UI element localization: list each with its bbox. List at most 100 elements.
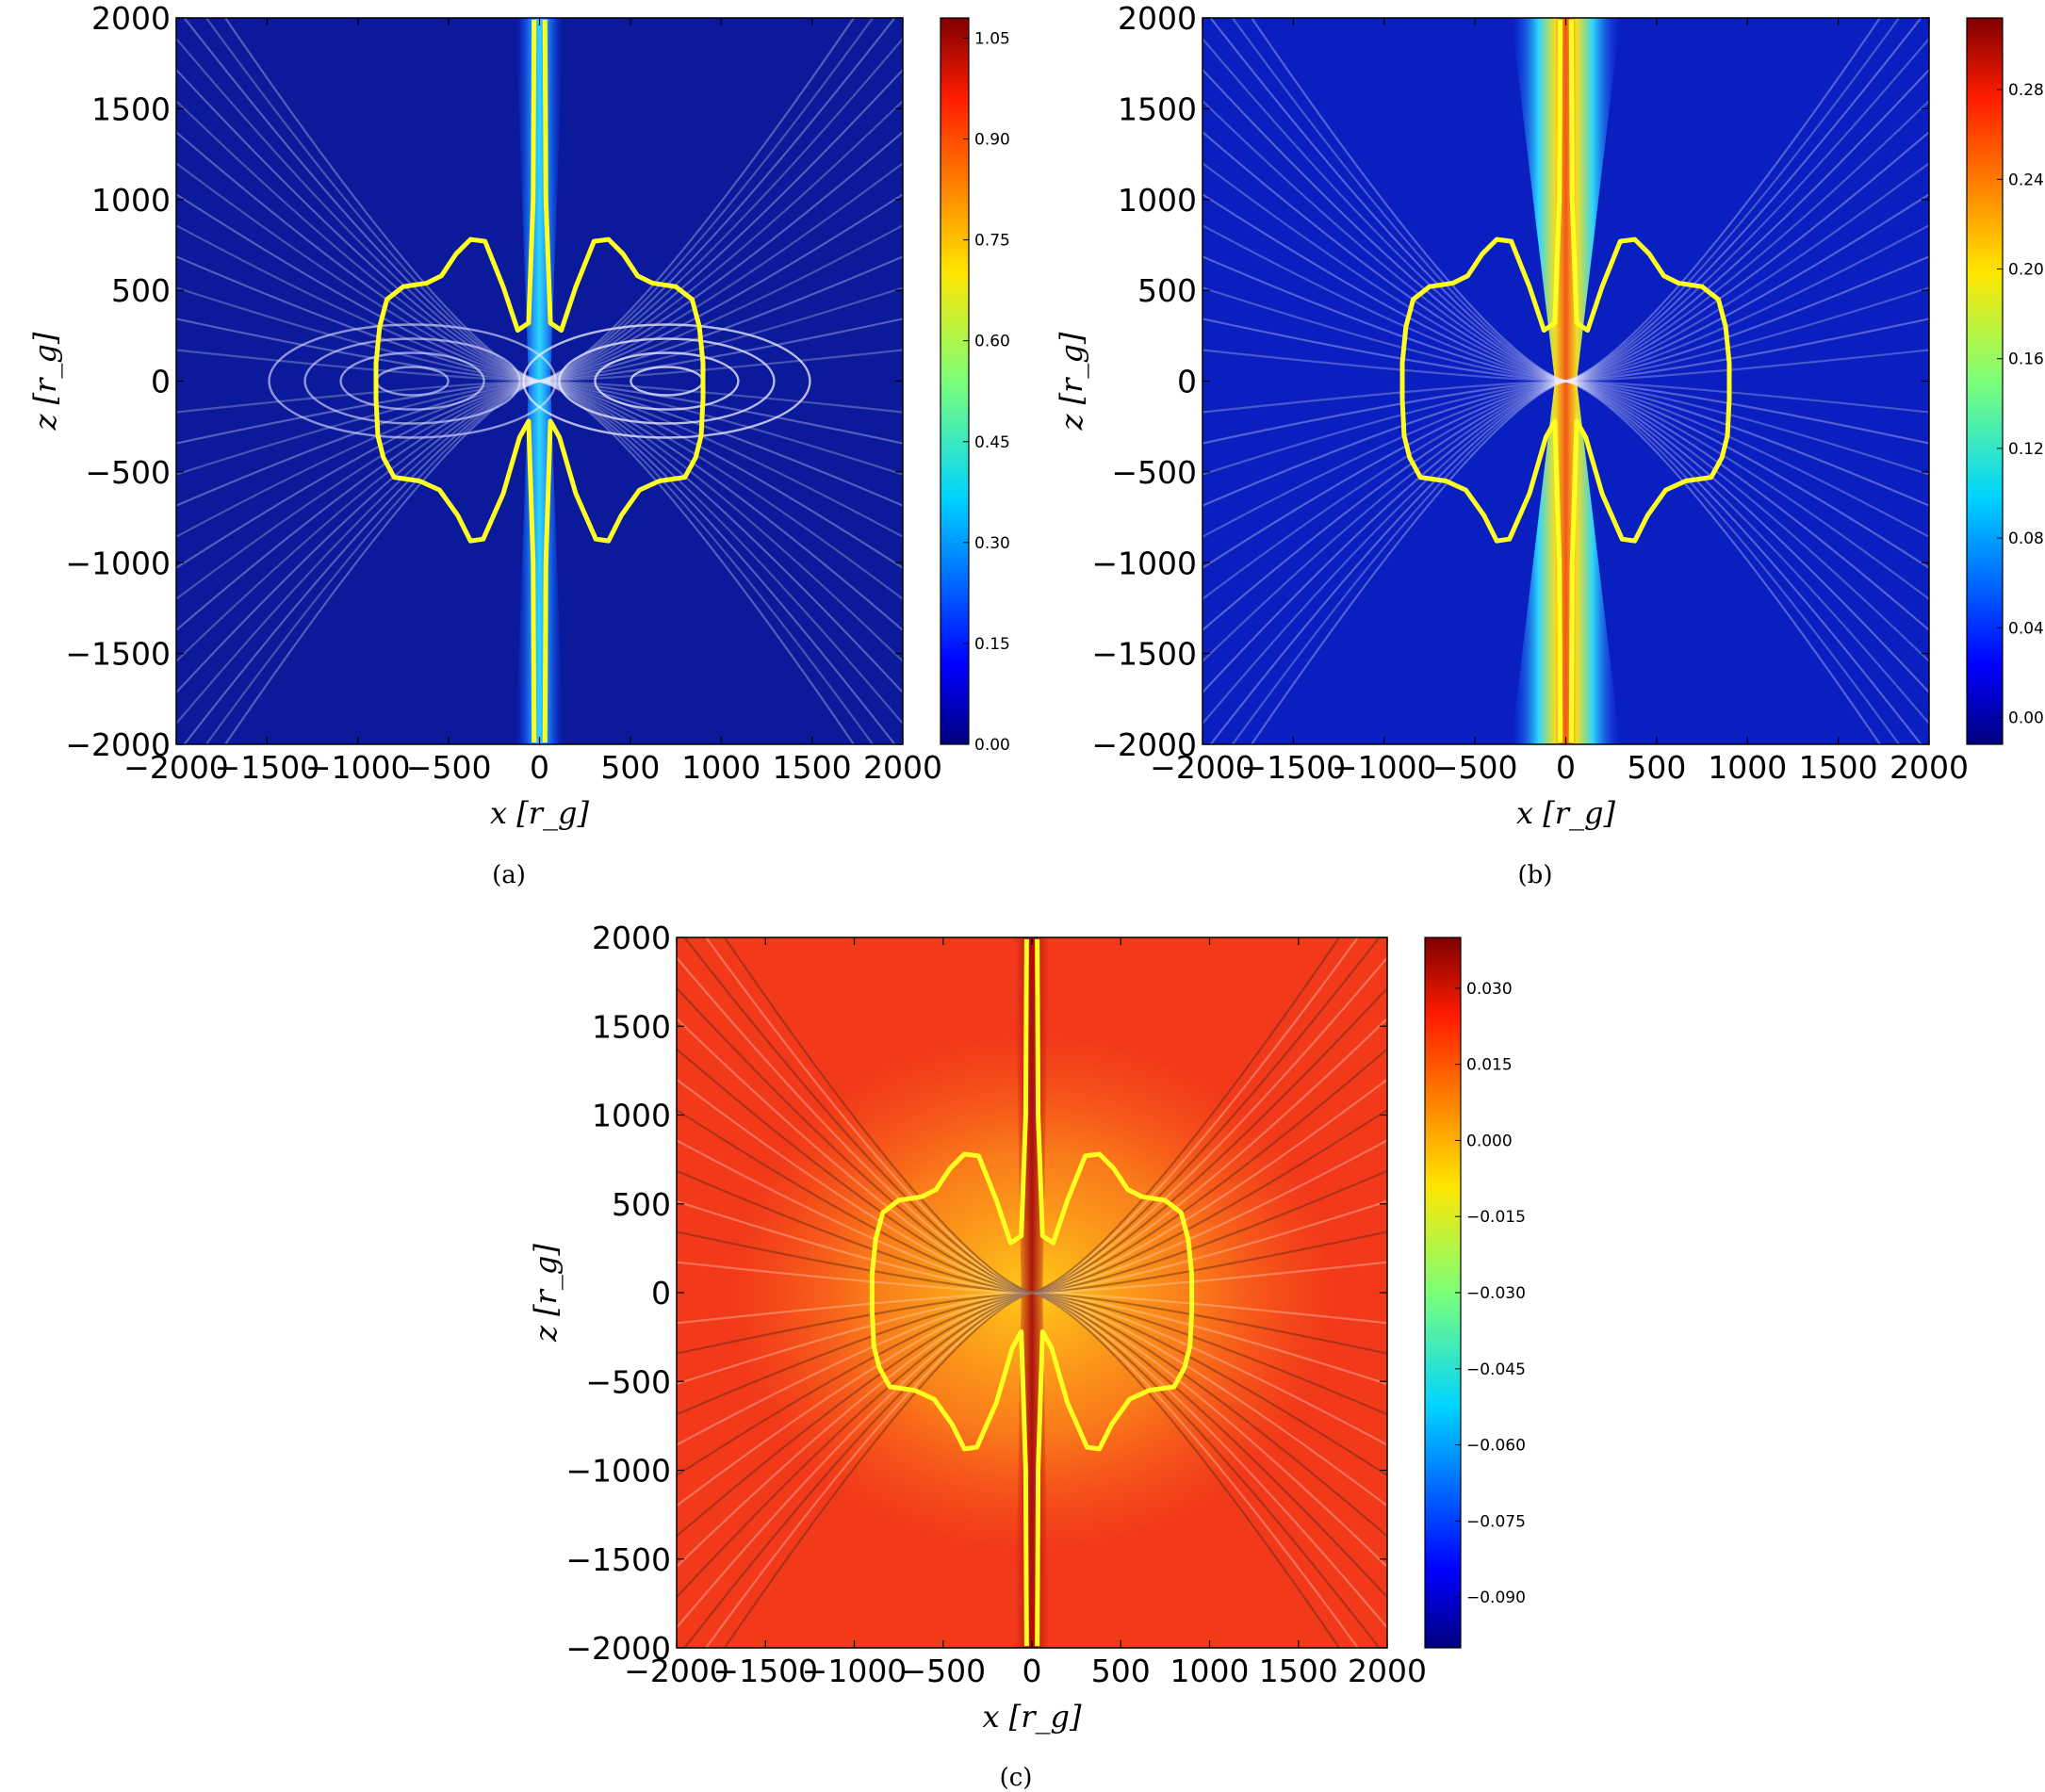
y-tick-label: 0: [151, 364, 171, 400]
x-tick-label: −500: [900, 1653, 986, 1689]
contour-left: [869, 938, 1029, 1647]
y-tick-label: −1500: [65, 636, 171, 673]
colorbar-tick-label: 0.45: [974, 433, 1010, 452]
streamline: [1565, 131, 1929, 383]
streamline: [1031, 1139, 1387, 1295]
streamline: [677, 1291, 1033, 1385]
y-tick-label: −1000: [65, 545, 171, 581]
streamline: [1565, 286, 1929, 383]
magnetic-loop: [268, 323, 557, 439]
colorbar: [1966, 17, 2004, 745]
colorbar-tick-label: −0.060: [1466, 1437, 1526, 1456]
streamline: [176, 131, 540, 383]
x-tick-label: −1000: [802, 1653, 908, 1689]
x-tick-label: −2000: [1150, 749, 1255, 786]
streamline: [1565, 380, 1922, 744]
streamline: [677, 1230, 1033, 1295]
y-tick-label: 1000: [592, 1098, 671, 1134]
streamline: [704, 937, 1033, 1295]
y-tick-label: 0: [651, 1275, 671, 1311]
streamline: [539, 131, 903, 383]
y-tick-label: 2000: [592, 920, 671, 956]
streamline: [1202, 131, 1566, 383]
streamline: [176, 380, 540, 693]
streamline: [1031, 1048, 1387, 1295]
colorbar-tick-label: 0.28: [2008, 81, 2044, 100]
x-tick-label: 2000: [1890, 749, 1969, 786]
streamline: [1202, 380, 1566, 569]
streamline: [183, 18, 540, 383]
streamline: [176, 380, 540, 538]
streamline: [176, 349, 540, 383]
streamline: [1565, 380, 1929, 569]
streamline: [176, 224, 540, 383]
streamline: [1202, 380, 1566, 507]
streamline: [1031, 1291, 1387, 1385]
streamline: [176, 380, 540, 631]
colorbar-tick-label: 0.00: [974, 736, 1010, 755]
colorbar-tick-label: 0.04: [2008, 619, 2044, 638]
streamline: [539, 162, 903, 383]
streamline: [677, 1291, 1033, 1538]
colorbar-tick-label: 0.08: [2008, 529, 2044, 548]
y-tick-label: −2000: [1091, 726, 1197, 763]
colorbar: [940, 17, 970, 745]
streamline: [1202, 100, 1566, 383]
plot-area: [1202, 18, 1929, 744]
streamline: [1250, 380, 1566, 744]
streamline: [1202, 380, 1566, 631]
x-tick-label: 1000: [681, 749, 761, 786]
y-tick-label: 1000: [1118, 182, 1197, 219]
streamline: [539, 380, 903, 414]
streamline: [1031, 1291, 1387, 1538]
streamline: [1031, 1291, 1387, 1325]
streamline: [1565, 380, 1929, 631]
streamline: [1031, 1291, 1387, 1568]
streamline: [677, 1291, 1033, 1446]
magnetic-loop: [303, 337, 521, 425]
streamline: [1202, 380, 1566, 693]
streamline: [1202, 380, 1566, 600]
contour-left: [1399, 19, 1563, 743]
contour-right: [542, 19, 706, 743]
jet-band: [1511, 18, 1621, 744]
y-tick-label: 500: [1137, 272, 1197, 309]
streamline: [176, 380, 540, 476]
streamline: [1202, 380, 1566, 538]
streamline: [1565, 380, 1929, 538]
panel-caption: (b): [1518, 861, 1553, 889]
streamline: [1202, 193, 1566, 383]
streamline: [1031, 1200, 1387, 1295]
streamline: [539, 380, 875, 744]
x-tick-label: 1500: [1799, 749, 1878, 786]
streamline: [683, 1291, 1033, 1648]
colorbar-tick-label: 0.015: [1466, 1056, 1513, 1075]
streamline: [539, 380, 856, 744]
y-tick-label: 1500: [1118, 90, 1197, 127]
y-tick-label: 2000: [91, 0, 171, 37]
streamline: [677, 987, 1033, 1295]
streamline: [176, 380, 540, 662]
streamline: [1031, 1230, 1387, 1295]
streamline: [1202, 349, 1566, 383]
streamline: [1031, 1018, 1387, 1295]
streamline: [539, 18, 856, 383]
y-tick-label: 1500: [91, 90, 171, 127]
streamline: [1565, 318, 1929, 383]
streamline: [204, 380, 540, 744]
x-tick-label: −1000: [1332, 749, 1437, 786]
streamline: [539, 380, 903, 662]
y-axis-label: z [r_g]: [528, 1244, 564, 1343]
x-tick-label: −1500: [1241, 749, 1347, 786]
streamline: [539, 286, 903, 383]
streamline: [677, 1291, 1033, 1355]
contour-right: [1035, 938, 1195, 1647]
streamline: [677, 1139, 1033, 1295]
x-tick-label: −1500: [712, 1653, 818, 1689]
x-tick-label: 0: [1556, 749, 1576, 786]
streamline: [176, 318, 540, 383]
streamline: [176, 255, 540, 383]
streamline: [1202, 162, 1566, 383]
streamline: [1031, 1109, 1387, 1295]
streamline: [1202, 318, 1566, 383]
